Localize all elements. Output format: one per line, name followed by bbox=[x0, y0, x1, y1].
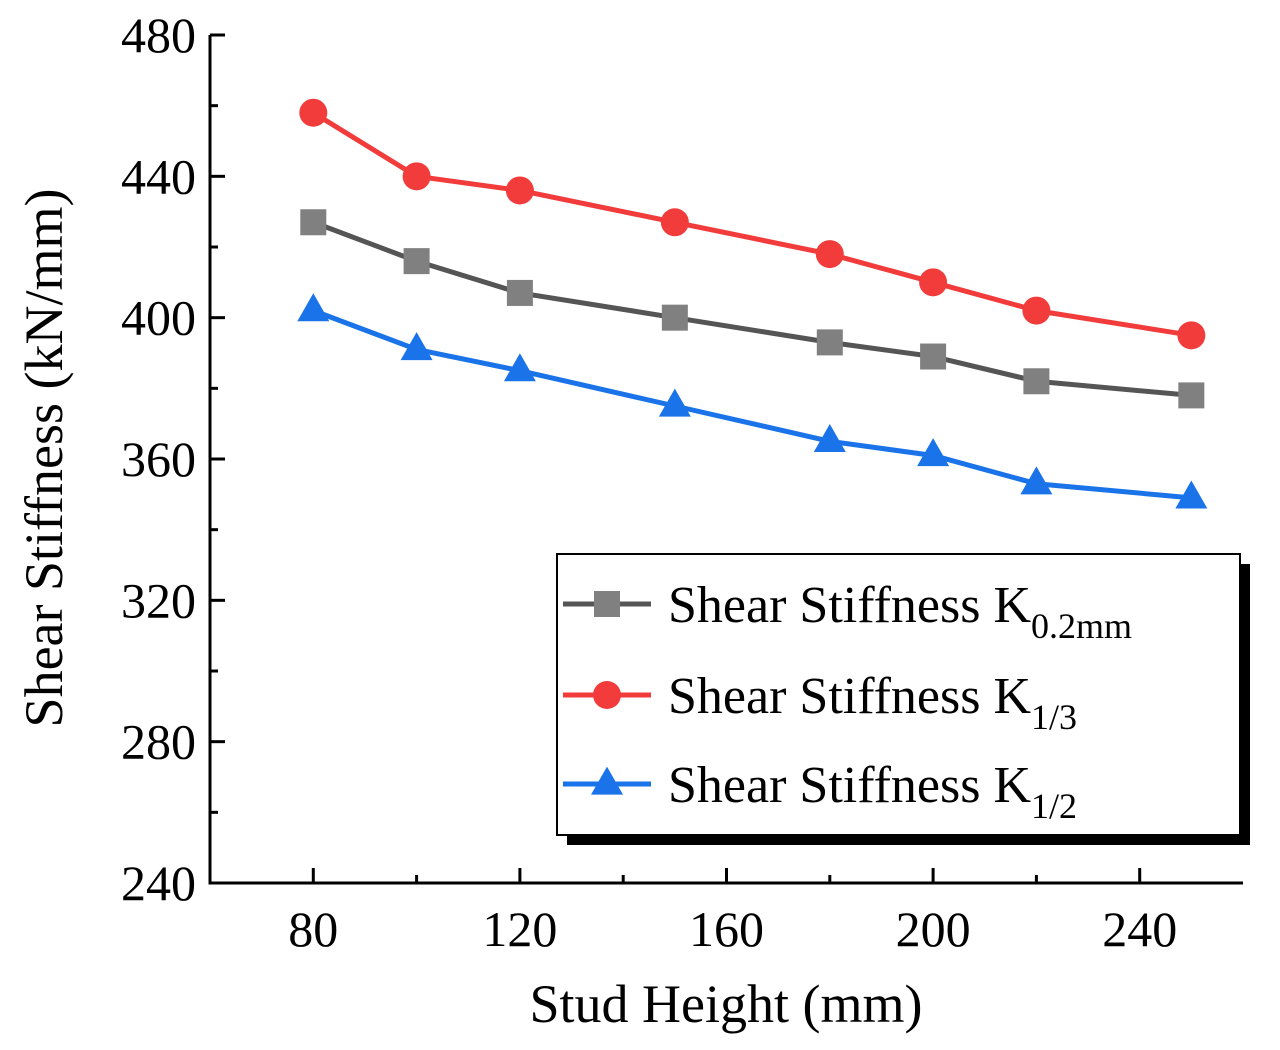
legend-label: Shear Stiffness K0.2mm bbox=[668, 577, 1132, 646]
plot-area bbox=[297, 98, 1208, 509]
y-axis-title: Shear Stiffness (kN/mm) bbox=[14, 189, 74, 728]
data-point-triangle bbox=[658, 388, 691, 417]
data-point-triangle bbox=[1020, 466, 1053, 495]
data-point-square bbox=[1023, 368, 1050, 395]
x-tick-label: 80 bbox=[288, 901, 338, 957]
data-point-triangle bbox=[297, 293, 330, 322]
data-point-square bbox=[403, 248, 430, 275]
axes: 240 280 320 360 400 440 480 80 120 160 200 240 bbox=[121, 7, 1243, 957]
y-tick-label: 440 bbox=[121, 148, 196, 204]
data-point-square bbox=[1178, 382, 1205, 409]
y-tick-label: 320 bbox=[121, 572, 196, 628]
x-tick-label: 240 bbox=[1102, 901, 1177, 957]
legend-item-1: Shear Stiffness K0.2mm bbox=[563, 577, 1132, 646]
y-tick-label: 240 bbox=[121, 855, 196, 911]
legend-marker-triangle bbox=[591, 766, 623, 795]
legend-item-3: Shear Stiffness K1/2 bbox=[563, 757, 1077, 826]
data-point-circle bbox=[919, 268, 948, 297]
data-point-circle bbox=[1022, 296, 1051, 325]
series-1 bbox=[300, 209, 1205, 409]
data-point-circle bbox=[299, 98, 328, 127]
data-point-triangle bbox=[503, 353, 536, 382]
y-tick-label: 280 bbox=[121, 714, 196, 770]
series-2 bbox=[299, 98, 1206, 350]
x-axis-title: Stud Height (mm) bbox=[530, 974, 923, 1034]
series-line bbox=[311, 110, 1192, 338]
y-tick-label: 480 bbox=[121, 7, 196, 63]
legend-marker-square bbox=[594, 591, 620, 617]
data-point-circle bbox=[505, 176, 534, 205]
x-tick-label: 120 bbox=[482, 901, 557, 957]
series-line bbox=[312, 219, 1192, 398]
data-point-triangle bbox=[400, 332, 433, 361]
series-3 bbox=[297, 293, 1208, 509]
data-point-square bbox=[300, 209, 327, 236]
data-point-triangle bbox=[917, 438, 950, 467]
data-point-square bbox=[816, 329, 843, 356]
data-point-square bbox=[506, 279, 533, 306]
y-tick-label: 360 bbox=[121, 431, 196, 487]
data-point-square bbox=[661, 304, 688, 331]
legend-label: Shear Stiffness K1/2 bbox=[668, 757, 1077, 826]
data-point-circle bbox=[1177, 321, 1206, 350]
data-point-square bbox=[920, 343, 947, 370]
data-point-circle bbox=[815, 240, 844, 269]
data-point-circle bbox=[660, 208, 689, 237]
legend-label: Shear Stiffness K1/3 bbox=[668, 668, 1077, 737]
x-tick-label: 160 bbox=[689, 901, 764, 957]
data-point-circle bbox=[402, 162, 431, 191]
x-tick-label: 200 bbox=[896, 901, 971, 957]
legend-marker-circle bbox=[593, 681, 621, 709]
legend-item-2: Shear Stiffness K1/3 bbox=[563, 668, 1077, 737]
legend: Shear Stiffness K0.2mm Shear Stiffness K1… bbox=[556, 553, 1250, 845]
data-point-triangle bbox=[1175, 480, 1208, 509]
series-line bbox=[312, 308, 1192, 501]
y-tick-label: 400 bbox=[121, 290, 196, 346]
data-point-triangle bbox=[813, 423, 846, 452]
legend-box bbox=[556, 553, 1241, 836]
